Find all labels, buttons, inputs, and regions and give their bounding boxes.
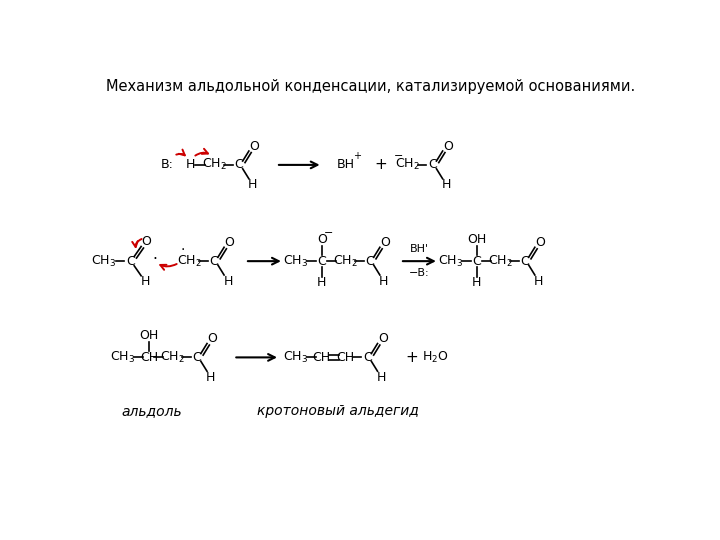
- Text: C: C: [428, 158, 437, 171]
- Text: H: H: [377, 371, 386, 384]
- Text: C: C: [363, 351, 372, 364]
- Text: CH$_3$: CH$_3$: [283, 350, 308, 365]
- Text: CH$_3$: CH$_3$: [91, 254, 117, 269]
- Text: C: C: [235, 158, 243, 171]
- Text: H: H: [472, 276, 482, 289]
- Text: H: H: [206, 371, 215, 384]
- Text: H: H: [379, 275, 388, 288]
- Text: CH$_2$: CH$_2$: [177, 254, 202, 269]
- Text: CH$_2$: CH$_2$: [160, 350, 184, 365]
- Text: O: O: [317, 233, 327, 246]
- Text: C: C: [521, 255, 529, 268]
- Text: O: O: [225, 236, 235, 249]
- Text: CH$_2$: CH$_2$: [202, 157, 226, 172]
- Text: −: −: [394, 151, 403, 161]
- Text: −: −: [324, 228, 333, 239]
- Text: кротоновый альдегид: кротоновый альдегид: [257, 404, 419, 418]
- Text: CH: CH: [336, 351, 354, 364]
- Text: H: H: [140, 275, 150, 288]
- Text: H$_2$O: H$_2$O: [422, 350, 448, 365]
- Text: C: C: [366, 255, 374, 268]
- Text: C: C: [192, 351, 202, 364]
- Text: O: O: [249, 140, 259, 153]
- Text: CH$_3$: CH$_3$: [283, 254, 308, 269]
- Text: C: C: [472, 255, 481, 268]
- Text: O: O: [443, 140, 453, 153]
- Text: +: +: [354, 151, 361, 161]
- Text: O: O: [536, 236, 545, 249]
- Text: +: +: [374, 157, 387, 172]
- Text: Механизм альдольной конденсации, катализируемой основаниями.: Механизм альдольной конденсации, катализ…: [106, 79, 635, 93]
- Text: CH$_2$: CH$_2$: [487, 254, 513, 269]
- Text: H: H: [248, 178, 258, 191]
- Text: C: C: [318, 255, 326, 268]
- Text: ·: ·: [152, 252, 157, 267]
- Text: O: O: [207, 333, 217, 346]
- Text: H: H: [534, 275, 544, 288]
- Text: альдоль: альдоль: [122, 404, 182, 418]
- Text: CH: CH: [140, 351, 158, 364]
- Text: CH: CH: [312, 351, 330, 364]
- Text: OH: OH: [139, 329, 158, 342]
- Text: H: H: [223, 275, 233, 288]
- Text: O: O: [380, 236, 390, 249]
- Text: BH': BH': [410, 244, 429, 254]
- Text: BH: BH: [337, 158, 355, 171]
- Text: H: H: [317, 276, 326, 289]
- Text: −B:: −B:: [409, 268, 430, 279]
- Text: O: O: [378, 333, 388, 346]
- Text: ·: ·: [181, 244, 185, 258]
- Text: OH: OH: [467, 233, 486, 246]
- Text: +: +: [405, 350, 418, 365]
- Text: C: C: [210, 255, 218, 268]
- Text: CH$_2$: CH$_2$: [395, 157, 420, 172]
- Text: H: H: [186, 158, 195, 171]
- Text: CH$_3$: CH$_3$: [438, 254, 463, 269]
- Text: CH$_2$: CH$_2$: [333, 254, 357, 269]
- Text: H: H: [442, 178, 451, 191]
- Text: C: C: [126, 255, 135, 268]
- Text: O: O: [142, 235, 151, 248]
- Text: CH$_3$: CH$_3$: [110, 350, 135, 365]
- Text: B:: B:: [161, 158, 174, 171]
